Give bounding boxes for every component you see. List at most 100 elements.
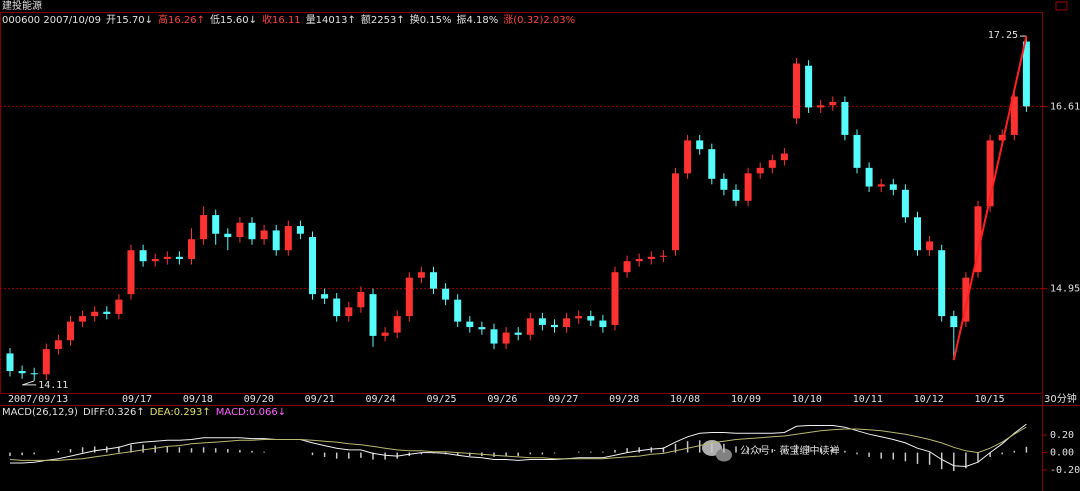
info-item: 000600 2007/10/09 bbox=[2, 15, 101, 26]
candle-body bbox=[708, 149, 716, 179]
candle-body bbox=[478, 327, 486, 330]
candle-body bbox=[381, 332, 389, 336]
candle-body bbox=[865, 167, 873, 187]
candle-body bbox=[768, 160, 776, 168]
candle-body bbox=[18, 371, 26, 374]
candle-body bbox=[200, 215, 208, 240]
candle-body bbox=[635, 259, 643, 262]
x-tick-label: 10/15 bbox=[975, 394, 1005, 405]
macd-y-tick-label: -0.20 bbox=[1050, 465, 1080, 476]
info-item: 低15.60↓ bbox=[210, 13, 257, 26]
candle-body bbox=[91, 311, 99, 317]
candle-body bbox=[599, 320, 607, 328]
candle-body bbox=[79, 316, 87, 322]
x-tick-label: 10/11 bbox=[853, 394, 883, 405]
candle-body bbox=[151, 259, 159, 262]
low-label: 14.11 bbox=[38, 380, 68, 391]
candle-body bbox=[188, 239, 195, 260]
candle-body bbox=[369, 294, 377, 336]
candle-body bbox=[115, 299, 123, 314]
candle-body bbox=[1010, 96, 1018, 135]
info-item: 涨(0.32)2.03% bbox=[503, 14, 575, 26]
candle-body bbox=[442, 288, 450, 300]
candle-body bbox=[817, 105, 825, 108]
x-tick-label: 09/17 bbox=[122, 394, 152, 405]
info-line: 000600 2007/10/09 开15.70↓ 高16.26↑ 低15.60↓ 收1… bbox=[2, 13, 575, 26]
candle-body bbox=[272, 230, 280, 251]
macd-y-tick-label: 0.00 bbox=[1050, 448, 1074, 459]
x-tick-label: 2007/09/13 bbox=[8, 394, 68, 405]
candle-body bbox=[405, 277, 413, 317]
candle-body bbox=[623, 261, 631, 273]
candle-body bbox=[393, 316, 401, 333]
candle-body bbox=[1022, 41, 1030, 107]
candle-body bbox=[333, 298, 341, 317]
candle-body bbox=[430, 272, 437, 289]
candle-body bbox=[587, 316, 595, 321]
candle-body bbox=[744, 173, 752, 201]
candle-body bbox=[611, 272, 619, 325]
candle-body bbox=[877, 184, 885, 187]
candle-body bbox=[696, 140, 704, 150]
x-tick-label: 10/12 bbox=[914, 394, 944, 405]
candle-body bbox=[67, 321, 74, 341]
candle-body bbox=[793, 63, 800, 119]
candle-body bbox=[321, 294, 329, 299]
candle-body bbox=[914, 217, 921, 251]
macd-legend: MACD(26,12,9) DIFF:0.326↑ DEA:0.293↑ MACD:0… bbox=[2, 407, 286, 418]
candle-body bbox=[248, 222, 256, 240]
candle-body bbox=[454, 299, 462, 322]
diff-line bbox=[10, 423, 1027, 468]
candle-body bbox=[926, 241, 934, 251]
watermark: 公众号 · 薇宝缠中读禅 bbox=[740, 444, 840, 457]
candle-body bbox=[296, 226, 304, 234]
candle-body bbox=[756, 167, 764, 174]
candle-body bbox=[684, 140, 692, 174]
candle-body bbox=[901, 189, 909, 218]
candle-body bbox=[345, 307, 353, 317]
candle-body bbox=[502, 332, 510, 344]
candle-body bbox=[490, 329, 498, 344]
candle-body bbox=[357, 291, 365, 308]
x-tick-label: 10/08 bbox=[670, 394, 700, 405]
info-item: MACD:0.066↓ bbox=[216, 407, 286, 418]
macd-y-tick-label: 0.20 bbox=[1050, 430, 1074, 441]
candle-body bbox=[563, 318, 571, 328]
candle-body bbox=[260, 230, 268, 240]
candle-body bbox=[309, 237, 316, 295]
candle-body bbox=[780, 153, 788, 161]
candle-body bbox=[962, 277, 970, 322]
candle-body bbox=[829, 101, 837, 106]
candle-body bbox=[998, 134, 1006, 141]
x-tick-label: 09/20 bbox=[244, 394, 274, 405]
low-pointer bbox=[22, 380, 37, 386]
x-tick-label: 09/26 bbox=[487, 394, 517, 405]
candle-body bbox=[950, 316, 958, 328]
window-icon bbox=[1055, 1, 1068, 11]
trend-line bbox=[952, 35, 1028, 361]
info-item: 换0.15% bbox=[410, 13, 452, 26]
period-label: 30分钟 bbox=[1044, 392, 1077, 405]
y-tick-label: 14.95 bbox=[1050, 284, 1080, 295]
candle-body bbox=[575, 316, 583, 319]
candle-body bbox=[551, 324, 558, 328]
x-tick-label: 09/28 bbox=[609, 394, 639, 405]
candle-body bbox=[974, 206, 982, 273]
candle-body bbox=[672, 173, 679, 251]
candle-body bbox=[805, 65, 813, 108]
candle-body bbox=[526, 318, 534, 335]
candle-body bbox=[938, 250, 946, 317]
x-tick-label: 09/21 bbox=[305, 394, 335, 405]
candle-body bbox=[103, 311, 111, 314]
candle-body bbox=[841, 101, 849, 135]
info-item: DIFF:0.326↑ bbox=[83, 407, 145, 418]
info-item: 高16.26↑ bbox=[158, 13, 205, 26]
candle-body bbox=[417, 272, 425, 278]
info-item: DEA:0.293↑ bbox=[150, 407, 211, 418]
stock-title: 建投能源 bbox=[2, 0, 42, 12]
candle-body bbox=[127, 250, 135, 295]
candle-body bbox=[720, 178, 728, 190]
candle-body bbox=[889, 184, 897, 190]
